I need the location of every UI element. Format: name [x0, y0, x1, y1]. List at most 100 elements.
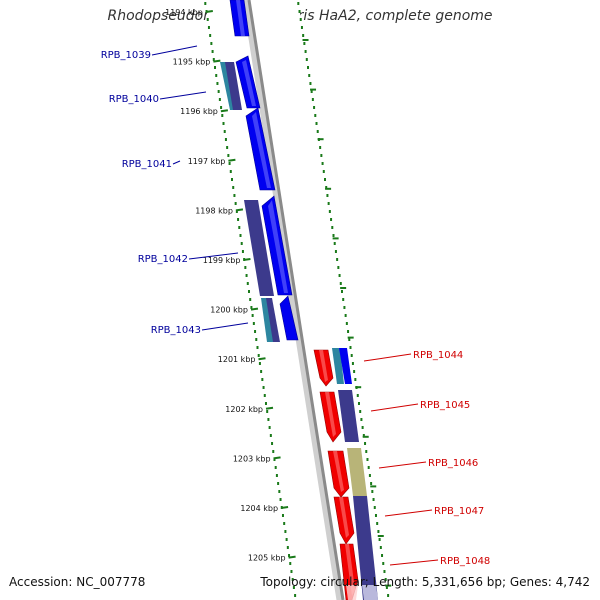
- dot: [351, 362, 354, 365]
- dot: [264, 402, 267, 405]
- dot: [334, 250, 337, 253]
- dot: [272, 450, 275, 453]
- dot: [331, 226, 334, 229]
- dot: [204, 2, 207, 5]
- dot: [273, 458, 276, 461]
- dot: [258, 362, 261, 365]
- dot: [382, 562, 385, 565]
- dot: [241, 250, 244, 253]
- gene-label-right[interactable]: RPB_1048: [440, 556, 490, 567]
- dot: [255, 338, 258, 341]
- dot: [283, 522, 286, 525]
- dot: [373, 506, 376, 509]
- gene-label-leader: [159, 91, 207, 100]
- gene-label-leader: [188, 252, 239, 260]
- dot: [289, 562, 292, 565]
- dot: [308, 74, 311, 77]
- gene-labels-right: RPB_1044 RPB_1045 RPB_1046 RPB_1047 RPB_1048: [363, 350, 490, 567]
- dot: [279, 498, 282, 501]
- gene-label-right[interactable]: RPB_1047: [434, 506, 484, 517]
- gene-label-left[interactable]: RPB_1039: [101, 50, 151, 61]
- dot: [324, 178, 327, 181]
- dot: [215, 74, 218, 77]
- kbp-tick-mark: [243, 258, 251, 261]
- dot: [263, 394, 266, 397]
- dot: [320, 154, 323, 157]
- gene-rpb-1042-navy: [244, 200, 274, 296]
- dot: [344, 314, 347, 317]
- dot: [349, 346, 352, 349]
- dot: [249, 298, 252, 301]
- kbp-tick-mark: [288, 555, 296, 559]
- dot: [330, 218, 333, 221]
- kbp-tick-mark: [205, 10, 213, 13]
- dot: [209, 34, 212, 37]
- kbp-tick-label: 1199 kbp: [203, 256, 241, 265]
- dot: [277, 482, 280, 485]
- dot: [246, 282, 249, 285]
- dot: [247, 290, 250, 293]
- dot: [291, 578, 294, 581]
- dot: [319, 146, 322, 149]
- dot: [214, 66, 217, 69]
- kbp-tick-label: 1204 kbp: [240, 504, 278, 513]
- kbp-tick-label: 1201 kbp: [218, 355, 256, 364]
- dot: [297, 2, 300, 5]
- dot: [211, 50, 214, 53]
- gene-label-left[interactable]: RPB_1043: [151, 325, 201, 336]
- dot: [356, 394, 359, 397]
- kbp-tick-label: 1205 kbp: [248, 554, 286, 563]
- dot: [376, 522, 379, 525]
- gene-rpb-1044-blue: [339, 348, 352, 384]
- gene-rpb-1043-navy: [266, 298, 280, 342]
- gene-label-leader: [172, 160, 181, 165]
- dot: [294, 594, 297, 597]
- dot: [350, 354, 353, 357]
- dot: [262, 386, 265, 389]
- dot: [354, 378, 357, 381]
- kbp-tick-mark: [220, 109, 229, 113]
- dot: [322, 170, 325, 173]
- dot: [216, 82, 219, 85]
- gene-label-left[interactable]: RPB_1040: [109, 94, 159, 105]
- gene-label-left[interactable]: RPB_1042: [138, 254, 188, 265]
- dotted-border-right: [297, 2, 390, 597]
- dot: [228, 162, 231, 165]
- dot: [252, 322, 255, 325]
- dot: [305, 58, 308, 61]
- dot: [332, 234, 335, 237]
- dot: [233, 194, 236, 197]
- dot: [298, 10, 301, 13]
- gene-label-right[interactable]: RPB_1045: [420, 400, 470, 411]
- gene-label-right[interactable]: RPB_1046: [428, 458, 478, 469]
- gene-features: [220, 0, 378, 600]
- dot: [257, 354, 260, 357]
- dot: [292, 586, 295, 589]
- dot: [274, 466, 277, 469]
- gene-label-leader: [370, 403, 419, 412]
- dot: [383, 570, 386, 573]
- dot: [235, 210, 238, 213]
- dot: [250, 306, 253, 309]
- dot: [275, 474, 278, 477]
- gene-label-leader: [363, 353, 412, 362]
- gene-rpb-1043-blue: [279, 295, 299, 341]
- dot: [360, 418, 363, 421]
- kbp-tick-label: 1200 kbp: [210, 306, 248, 315]
- dot: [290, 570, 293, 573]
- dot: [229, 170, 232, 173]
- dot: [342, 298, 345, 301]
- dot: [269, 434, 272, 437]
- kbp-tick-mark: [228, 158, 236, 162]
- dot: [299, 18, 302, 21]
- gene-label-left[interactable]: RPB_1041: [122, 159, 172, 170]
- dot: [313, 106, 316, 109]
- dot: [387, 594, 390, 597]
- dot: [359, 410, 362, 413]
- dot: [218, 98, 221, 101]
- dot: [347, 330, 350, 333]
- dot: [244, 266, 247, 269]
- gene-label-leader: [378, 461, 427, 469]
- gene-label-right[interactable]: RPB_1044: [413, 350, 463, 361]
